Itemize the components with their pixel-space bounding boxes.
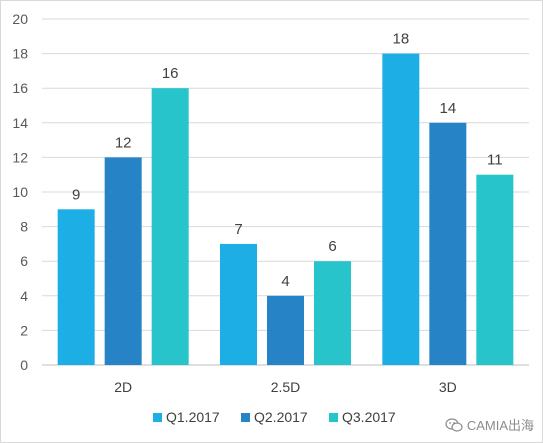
y-tick-label: 6 [20,253,28,269]
bar [429,122,467,365]
data-label: 9 [72,186,80,203]
bar [476,174,514,365]
y-tick-label: 12 [12,149,28,165]
data-label: 4 [281,273,289,290]
data-label: 12 [115,134,132,151]
y-tick-label: 4 [20,288,28,304]
y-tick-label: 10 [12,184,28,200]
data-label: 11 [487,152,503,169]
wechat-icon [445,417,463,432]
bars [57,53,514,365]
bar [151,88,189,365]
x-category-label: 2.5D [271,379,301,395]
y-tick-label: 8 [20,219,28,235]
legend-swatch [241,413,250,422]
legend: Q1.2017 Q2.2017 Q3.2017 [153,409,396,425]
y-axis-ticks: 0 2 4 6 8 10 12 14 16 18 20 [12,11,28,373]
y-tick-label: 2 [20,322,28,338]
legend-label: Q1.2017 [166,409,220,425]
x-category-label: 3D [439,379,457,395]
watermark-text: CAMIA出海 [466,418,534,433]
legend-label: Q3.2017 [342,409,396,425]
data-label: 18 [392,31,409,48]
data-labels: 9 12 16 7 4 6 18 14 11 [72,31,503,290]
bar [57,209,95,365]
data-label: 6 [328,238,336,255]
y-tick-label: 0 [20,357,28,373]
bar [314,261,351,365]
bar [267,295,304,365]
y-tick-label: 16 [12,80,28,96]
x-axis-categories: 2D 2.5D 3D [114,379,457,395]
legend-swatch [329,413,338,422]
y-tick-label: 18 [12,46,28,62]
y-tick-label: 20 [12,11,28,27]
bar [220,243,257,365]
data-label: 16 [162,65,179,82]
data-label: 7 [234,221,242,238]
data-label: 14 [439,100,456,117]
bar [104,157,142,365]
legend-swatch [153,413,162,422]
legend-label: Q2.2017 [254,409,308,425]
bar [382,53,420,365]
x-category-label: 2D [114,379,132,395]
watermark: CAMIA出海 [445,415,534,434]
y-tick-label: 14 [12,115,28,131]
